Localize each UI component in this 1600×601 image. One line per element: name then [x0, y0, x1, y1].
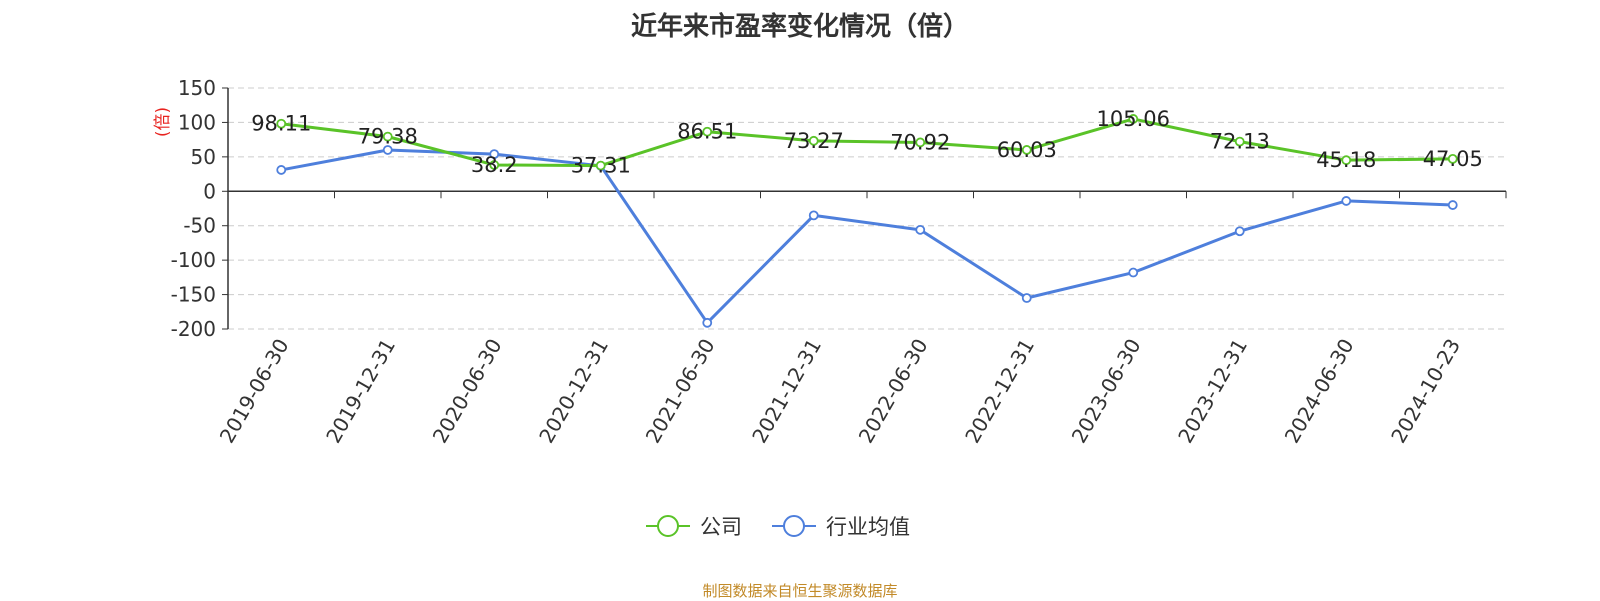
legend-item-industry[interactable]: 行业均值	[772, 515, 910, 539]
x-tick-label: 2021-12-31	[747, 335, 826, 448]
data-label: 37.31	[571, 154, 631, 178]
data-point-industry	[276, 165, 287, 175]
data-label: 105.06	[1097, 107, 1170, 131]
legend-item-company[interactable]: 公司	[646, 515, 742, 539]
y-tick-label: -200	[171, 317, 216, 341]
data-point-company	[1447, 153, 1458, 164]
x-tick-label: 2024-06-30	[1280, 335, 1359, 448]
data-point-industry	[1021, 293, 1032, 303]
data-point-industry	[489, 149, 500, 160]
x-tick-label: 2023-06-30	[1067, 335, 1146, 448]
data-point-company	[276, 118, 287, 129]
data-label: 72.13	[1210, 130, 1270, 154]
data-point-industry	[1341, 196, 1352, 206]
data-point-company	[595, 160, 606, 171]
x-tick-label: 2019-12-31	[321, 335, 400, 448]
y-tick-label: -50	[183, 214, 216, 238]
data-point-industry	[702, 317, 713, 328]
y-tick-label: -100	[171, 248, 216, 272]
data-point-company	[808, 135, 819, 146]
series-line-company	[281, 117, 1453, 168]
data-label: 60.03	[997, 138, 1057, 162]
data-point-industry	[915, 224, 926, 235]
legend-marker-icon	[783, 515, 805, 537]
data-point-industry	[1234, 226, 1245, 237]
data-point-company	[915, 137, 926, 148]
y-tick-label: 50	[191, 145, 216, 169]
data-label: 47.05	[1423, 147, 1483, 171]
data-point-company	[382, 131, 393, 142]
x-tick-label: 2022-06-30	[854, 335, 933, 448]
y-axis-label: (倍)	[153, 107, 173, 137]
data-label: 98.11	[251, 112, 311, 136]
x-tick-label: 2024-10-23	[1386, 335, 1465, 448]
data-point-company	[1128, 114, 1139, 124]
y-tick-label: 150	[178, 76, 216, 100]
x-tick-label: 2021-06-30	[641, 335, 720, 448]
x-tick-label: 2022-12-31	[960, 335, 1039, 448]
data-label: 45.18	[1316, 148, 1376, 172]
data-point-industry	[1128, 267, 1139, 278]
data-point-company	[702, 126, 713, 137]
y-tick-label: 100	[178, 110, 216, 134]
y-tick-label: -150	[171, 283, 216, 307]
data-point-industry	[382, 145, 393, 155]
series-layer	[276, 114, 1458, 328]
x-tick-label: 2019-06-30	[215, 335, 294, 448]
y-tick-label: 0	[203, 179, 216, 203]
data-point-industry	[1447, 200, 1458, 210]
data-label: 73.27	[784, 129, 844, 153]
grid-lines	[228, 87, 1506, 330]
data-point-industry	[808, 210, 819, 221]
series-line-industry	[280, 148, 1453, 325]
x-tick-label: 2020-06-30	[428, 335, 507, 448]
data-point-company	[1234, 136, 1245, 147]
data-labels: 98.11 79.38 38.2 37.31 86.51 73.27 70.92 60.03 1…	[251, 107, 1483, 178]
legend[interactable]: 公司 行业均值	[646, 515, 910, 539]
legend-marker-icon	[657, 515, 679, 537]
data-label: 79.38	[358, 125, 418, 149]
data-label: 86.51	[677, 120, 737, 144]
data-point-company	[1341, 155, 1352, 166]
source-note: 制图数据来自恒生聚源数据库	[702, 582, 898, 600]
x-tick-label: 2020-12-31	[534, 335, 613, 448]
x-tick-label: 2023-12-31	[1173, 335, 1252, 448]
data-label: 38.2	[471, 153, 518, 177]
legend-label: 公司	[700, 515, 742, 539]
data-point-company	[1021, 145, 1032, 155]
data-label: 70.92	[890, 130, 950, 154]
data-point-company	[489, 160, 500, 170]
legend-label: 行业均值	[826, 515, 910, 539]
chart-title: 近年来市盈率变化情况（倍）	[630, 12, 969, 42]
